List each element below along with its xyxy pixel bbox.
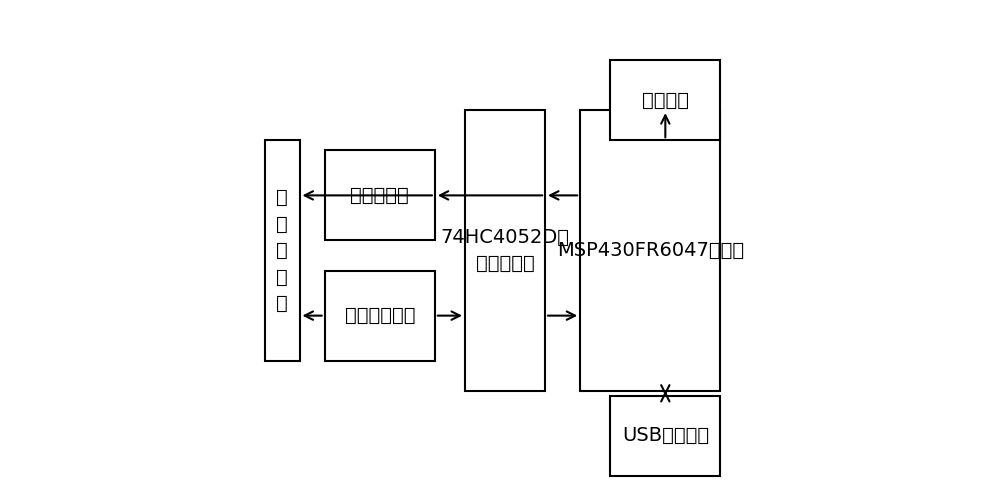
Text: 超
声
波
探
头: 超 声 波 探 头 bbox=[276, 188, 288, 313]
Text: 回波信号接收: 回波信号接收 bbox=[345, 306, 415, 325]
Text: 74HC4052D通
道控制芯片: 74HC4052D通 道控制芯片 bbox=[441, 228, 570, 273]
Text: 电源模块: 电源模块 bbox=[642, 91, 689, 110]
Text: 超声波发射: 超声波发射 bbox=[350, 186, 409, 205]
FancyBboxPatch shape bbox=[265, 140, 300, 361]
FancyBboxPatch shape bbox=[465, 110, 545, 391]
Text: MSP430FR6047单片机: MSP430FR6047单片机 bbox=[557, 241, 744, 260]
FancyBboxPatch shape bbox=[610, 396, 720, 476]
Text: USB通讯模块: USB通讯模块 bbox=[622, 426, 709, 445]
FancyBboxPatch shape bbox=[580, 110, 720, 391]
FancyBboxPatch shape bbox=[325, 271, 435, 361]
FancyBboxPatch shape bbox=[610, 60, 720, 140]
FancyBboxPatch shape bbox=[325, 150, 435, 240]
